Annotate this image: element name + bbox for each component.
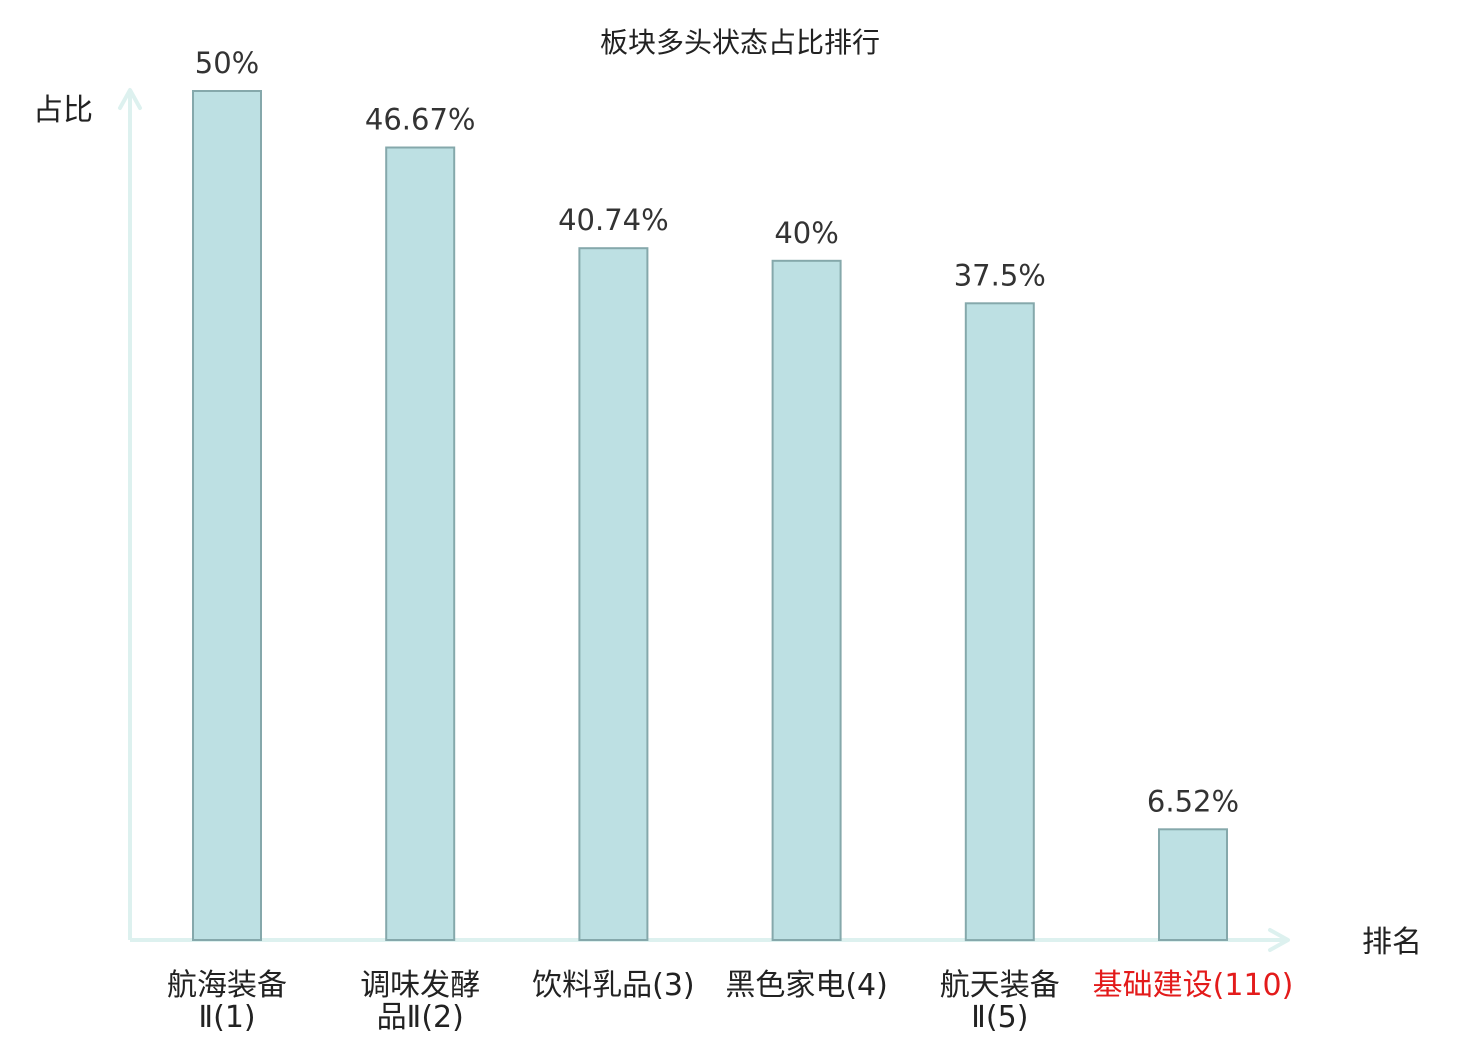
x-tick-label: 饮料乳品(3) [532,968,695,1003]
data-label: 40% [774,216,838,250]
bar [385,146,456,941]
x-tick-label: 航海装备 [167,968,287,1003]
data-label: 37.5% [954,258,1046,292]
axes [118,88,1290,952]
bar [964,302,1035,942]
bar [1158,828,1228,941]
bars-group [192,90,1228,942]
y-axis-arrow [118,88,142,110]
bar [192,90,262,941]
x-axis-arrow [1268,928,1290,952]
y-axis-label: 占比 [33,93,93,128]
data-label: 46.67% [365,103,476,137]
data-label: 40.74% [558,203,669,237]
x-tick-label: 调味发酵 [360,968,480,1003]
x-tick-label: Ⅱ(1) [198,1000,255,1035]
bar [578,247,649,941]
bar [771,259,842,941]
data-label: 6.52% [1147,784,1239,818]
x-axis-label: 排名 [1362,925,1422,960]
x-tick-label: 基础建设(110) [1093,968,1294,1003]
x-tick-label: Ⅱ(5) [971,1000,1028,1035]
value-labels-group: 50% 46.67% 40.74% 40% 37.5% 6.52% [195,46,1239,818]
chart-title: 板块多头状态占比排行 [600,26,880,59]
x-tick-label: 黑色家电(4) [725,968,888,1003]
data-label: 50% [195,46,259,80]
x-tick-label: 品Ⅱ(2) [377,1000,464,1035]
x-tick-label: 航天装备 [940,968,1060,1003]
